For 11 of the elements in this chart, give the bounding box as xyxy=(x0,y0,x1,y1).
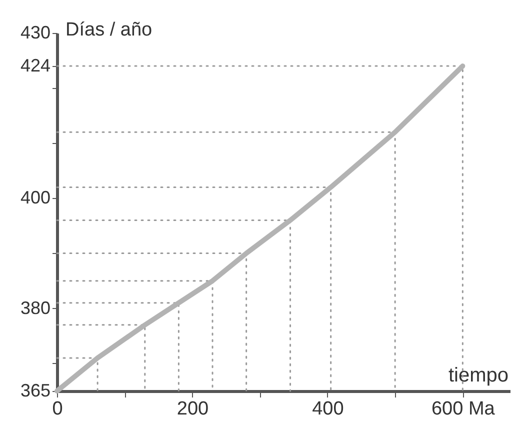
x-axis-title: tiempo xyxy=(448,364,508,386)
y-tick-label: 380 xyxy=(20,298,50,318)
x-tick-label: 600 Ma xyxy=(431,398,496,420)
y-tick-label: 424 xyxy=(20,56,50,76)
y-tick-label: 430 xyxy=(20,22,50,42)
x-tick-label: 200 xyxy=(176,398,209,420)
y-tick-label: 400 xyxy=(20,188,50,208)
y-tick-label: 365 xyxy=(20,380,50,400)
x-tick-label: 400 xyxy=(312,398,344,420)
x-tick-label: 0 xyxy=(52,398,63,420)
y-axis-title: Días / año xyxy=(66,20,152,40)
